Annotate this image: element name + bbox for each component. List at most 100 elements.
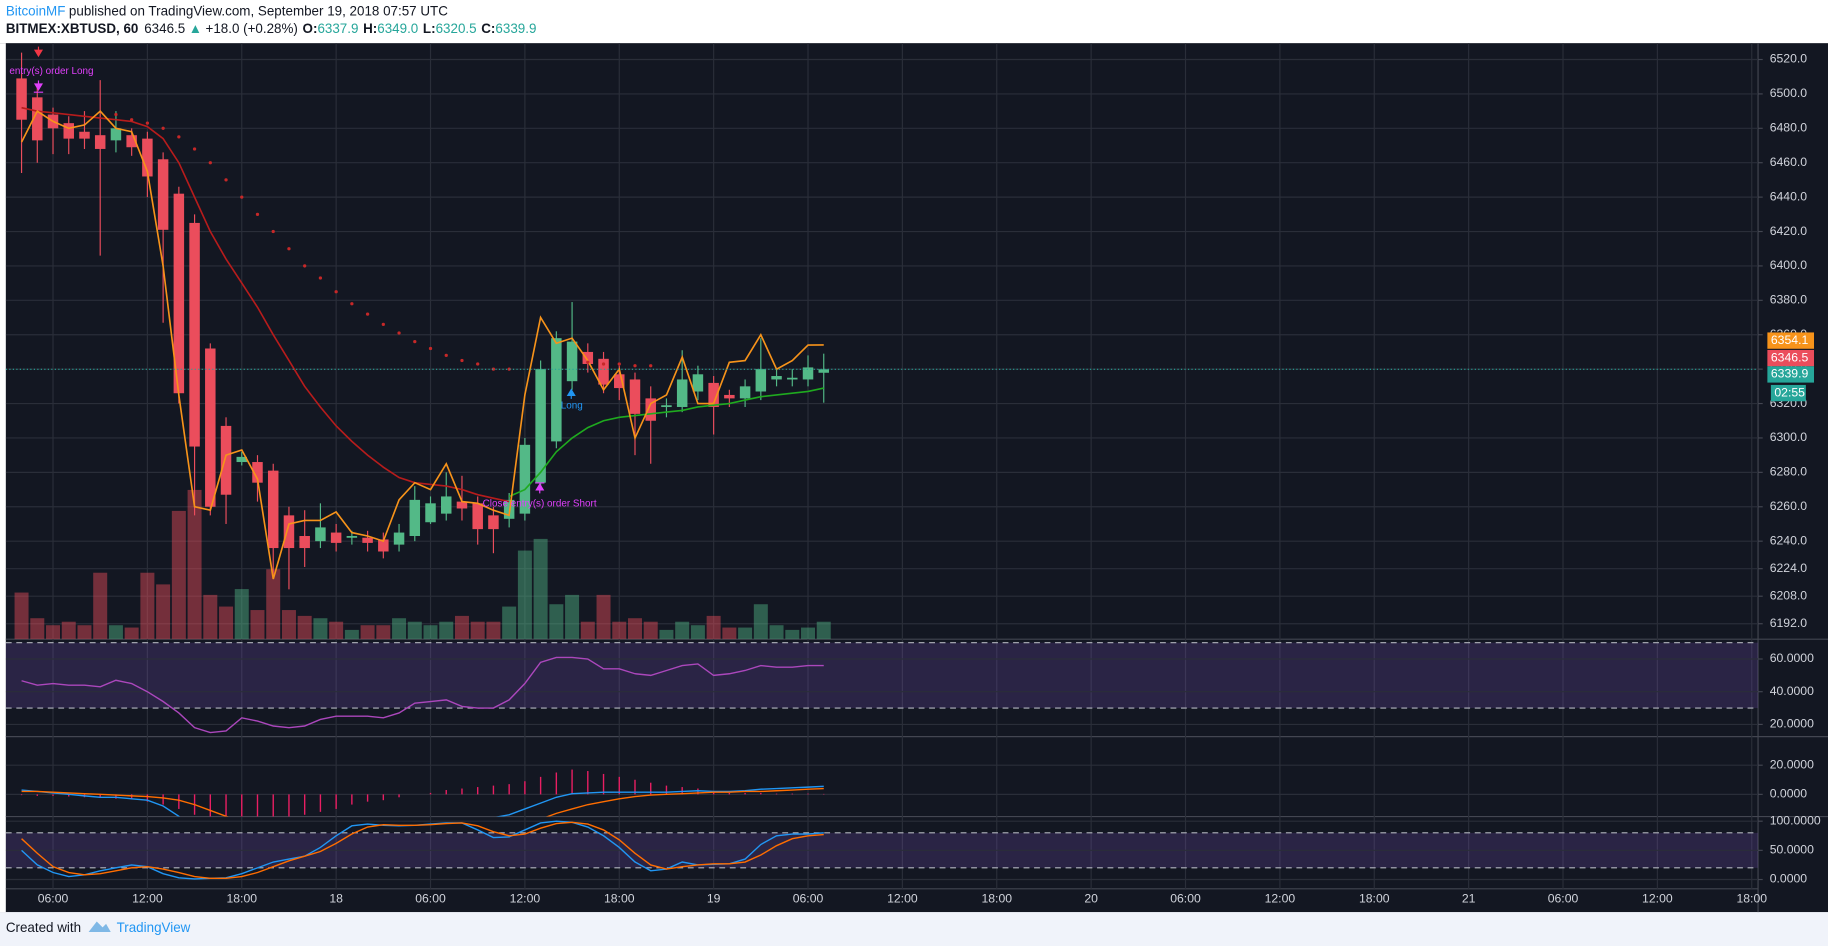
ohlc-value: 6339.9	[495, 21, 536, 36]
y-tick-label: 6480.0	[1770, 121, 1808, 135]
x-tick-label: 12:00	[1265, 892, 1296, 906]
footer-bg	[0, 912, 1828, 946]
y-tick-label: 6440.0	[1770, 189, 1808, 203]
pane	[5, 642, 1759, 734]
volume-bar	[502, 606, 517, 640]
x-tick-label: 21	[1462, 892, 1476, 906]
volume-bar	[454, 615, 469, 640]
change-arrow: ▲	[189, 21, 202, 36]
volume-bar	[392, 618, 407, 640]
volume-bar	[313, 618, 328, 640]
sar-dot	[491, 367, 496, 371]
y-tick-label: 6380.0	[1770, 293, 1808, 307]
ohlc-label: H:	[363, 21, 377, 36]
candle-body	[315, 527, 326, 542]
price-label-bg	[1767, 349, 1815, 367]
volume-bar	[108, 625, 123, 640]
y-tick-label: 6500.0	[1770, 86, 1808, 100]
volume-bar	[470, 621, 485, 640]
x-tick-label: 19	[707, 892, 721, 906]
sar-dot	[649, 364, 653, 368]
volume-bar	[612, 621, 627, 640]
candle-body	[676, 379, 688, 407]
candle-body	[94, 135, 106, 149]
volume-bar	[360, 625, 375, 640]
y-tick-label: 6520.0	[1770, 52, 1808, 66]
x-tick-label: 18:00	[1736, 892, 1767, 906]
candle-body	[32, 97, 43, 141]
change: +18.0 (+0.28%)	[205, 21, 297, 36]
author[interactable]: BitcoinMF	[6, 3, 66, 18]
sar-dot	[444, 353, 448, 358]
indicator-line	[21, 106, 510, 503]
annotation: Close entry(s) order Short	[483, 499, 597, 510]
volume-bar	[690, 625, 705, 640]
sar-dot	[255, 212, 260, 216]
x-tick-label: 20	[1084, 892, 1098, 906]
candle-body	[157, 159, 169, 230]
y-tick-label: 6460.0	[1770, 155, 1808, 169]
candle-body	[110, 128, 122, 141]
sar-dot	[224, 178, 228, 182]
price-label: 6354.1	[1771, 333, 1809, 347]
sar-dot	[601, 362, 606, 366]
volume-bar	[785, 629, 800, 640]
candle-body	[739, 386, 751, 399]
tv-logo[interactable]	[88, 921, 111, 933]
candle-body	[629, 379, 641, 414]
indicator-line	[21, 785, 824, 817]
candle-body	[661, 405, 672, 408]
volume-bar	[266, 569, 281, 640]
sar-dot	[460, 358, 464, 363]
ohlc-label: O:	[303, 21, 318, 36]
volume-bar	[77, 625, 92, 640]
candle-body	[535, 369, 546, 483]
candle-body	[346, 536, 358, 538]
ohlc-label: C:	[481, 21, 495, 36]
candle-body	[802, 367, 814, 380]
volume-bar	[706, 615, 721, 640]
created-with: Created with	[6, 920, 81, 935]
published: published on TradingView.com, September …	[69, 3, 448, 18]
sar-dot	[208, 161, 212, 165]
marker-arrow	[33, 46, 43, 58]
volume-bar	[659, 629, 674, 640]
annotation: entry(s) order Long	[9, 66, 93, 77]
candle-body	[724, 394, 735, 399]
volume-bar	[549, 604, 564, 640]
volume-bar	[407, 621, 422, 640]
indicator-line	[20, 109, 824, 580]
pane	[5, 820, 1759, 881]
volume-bar	[738, 627, 753, 640]
candle-body	[378, 539, 389, 552]
symbol[interactable]: BITMEX:XBTUSD, 60	[6, 21, 139, 36]
sar-dot	[192, 147, 197, 151]
volume-bar	[30, 618, 45, 640]
candle-body	[252, 462, 263, 483]
sar-dot	[507, 367, 511, 371]
sar-dot	[428, 346, 433, 351]
ohlc-label: L:	[423, 21, 436, 36]
sar-dot	[381, 322, 385, 327]
sar-dot	[287, 247, 291, 251]
volume-bar	[156, 584, 171, 640]
candle-body	[645, 398, 656, 421]
candle-body	[425, 503, 436, 523]
indicator-line	[21, 821, 824, 880]
sar-dot	[397, 331, 401, 335]
candle-body	[818, 369, 829, 373]
candle-body	[283, 515, 295, 549]
brand[interactable]: TradingView	[117, 920, 191, 935]
y-tick-label: 50.0000	[1770, 843, 1814, 857]
sar-dot	[365, 312, 370, 316]
sar-dot	[633, 364, 637, 368]
volume-bar	[486, 621, 501, 640]
volume-bar	[61, 621, 76, 640]
sar-dot	[114, 112, 118, 117]
y-tick-label: 100.0000	[1770, 813, 1821, 827]
volume-bar	[376, 625, 391, 640]
header-line-2: BITMEX:XBTUSD, 60 6346.5 ▲ +18.0 (+0.28%) O:…	[6, 21, 537, 36]
candle-body	[708, 382, 719, 407]
volume-bar	[93, 572, 108, 640]
header-bg	[0, 0, 1828, 44]
